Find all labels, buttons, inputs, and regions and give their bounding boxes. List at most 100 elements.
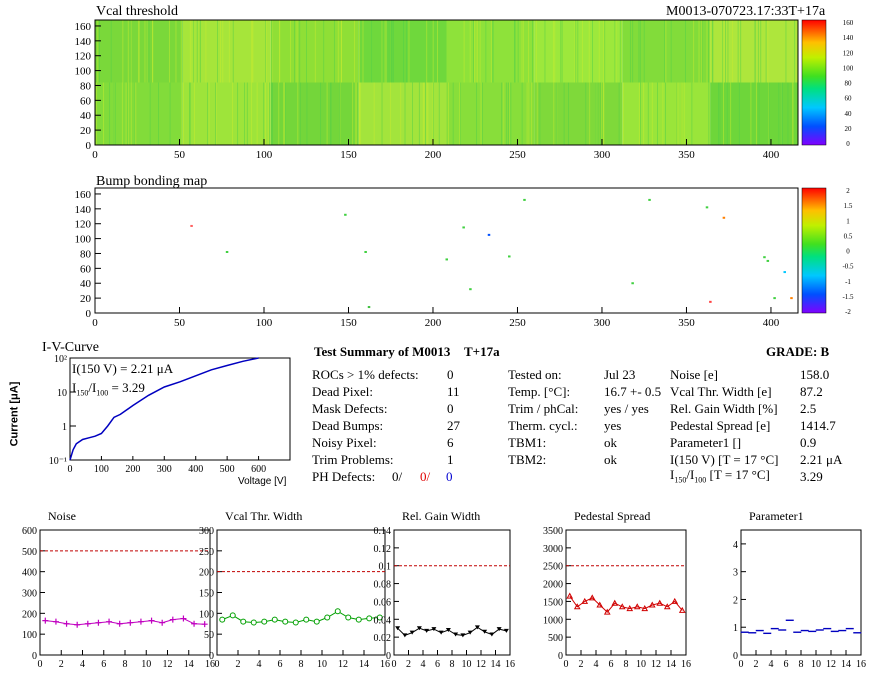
roc-chart-x-tick: 2: [236, 659, 241, 670]
vcal-z-tick-label: 100: [843, 64, 854, 72]
bump-y-tick-label: 100: [75, 234, 92, 246]
bump-y-tick-label: 20: [80, 293, 92, 305]
roc-chart-y-tick: 0: [386, 651, 391, 662]
roc-chart-point: [304, 617, 309, 622]
roc-chart-point: [335, 609, 340, 614]
ph-defects-label: PH Defects:: [312, 469, 375, 485]
bump-z-tick-label: 1.5: [844, 202, 853, 210]
bump-z-tick-label: 0: [846, 248, 850, 256]
vcal-z-tick-label: 80: [845, 80, 853, 88]
roc-chart-title: Vcal Thr. Width: [225, 509, 302, 523]
roc-chart-y-tick: 100: [22, 630, 37, 641]
col3-value-2: 2.5: [800, 401, 816, 417]
iv-y-tick-label: 10: [57, 388, 67, 399]
roc-chart-point: [325, 615, 330, 620]
bump-defect-dot: [631, 282, 634, 284]
roc-chart-x-tick: 8: [799, 659, 804, 670]
bump-x-tick-label: 250: [509, 317, 526, 329]
roc-chart-x-tick: 6: [784, 659, 789, 670]
vcal-title: Vcal threshold: [96, 4, 178, 20]
roc-chart-point: [251, 620, 256, 625]
col3-value-1: 87.2: [800, 384, 823, 400]
roc-chart-y-tick: 1000: [543, 615, 563, 626]
roc-chart-y-tick: 400: [22, 568, 37, 579]
roc-chart-point: [272, 617, 277, 622]
vcal-z-tick-label: 0: [846, 140, 850, 148]
vcal-y-tick-label: 100: [75, 66, 92, 78]
roc-chart-y-tick: 3: [733, 568, 738, 579]
iv-x-tick-label: 500: [220, 464, 235, 475]
roc-chart-y-tick: 2000: [543, 580, 563, 591]
roc-charts-row: Noise 0 100 200 300 400 500 600 0 2 4 6 8 10 12 14 16 Vca…: [0, 500, 896, 672]
iv-x-tick-label: 300: [157, 464, 172, 475]
col2-label-1: Temp. [°C]:: [508, 384, 570, 400]
roc-chart-y-tick: 0.02: [374, 633, 392, 644]
roc-chart-frame: [741, 530, 861, 655]
col2-label-3: Therm. cycl.:: [508, 418, 578, 434]
vcal-x-tick-label: 300: [594, 149, 611, 161]
roc-chart-title: Parameter1: [749, 509, 804, 523]
vcal-x-tick-label: 200: [425, 149, 442, 161]
roc-chart-y-tick: 300: [22, 589, 37, 600]
roc-chart-x-tick: 14: [841, 659, 851, 670]
bump-defect-dot: [226, 251, 229, 253]
vcal-z-tick-label: 60: [845, 95, 853, 103]
roc-chart-x-tick: 12: [476, 659, 486, 670]
vcal-y-tick-label: 20: [80, 125, 92, 137]
vcal-roc-block: [534, 20, 622, 83]
col3-label-5: I(150 V) [T = 17 °C]: [670, 452, 778, 468]
col1-value-5: 1: [447, 452, 454, 468]
col1-label-5: Trim Problems:: [312, 452, 394, 468]
col1-value-3: 27: [447, 418, 460, 434]
iv-x-tick-label: 0: [68, 464, 73, 475]
vcal-roc-block: [183, 83, 271, 146]
vcal-x-tick-label: 100: [256, 149, 273, 161]
roc-chart-y-tick: 150: [199, 589, 214, 600]
summary-title: Test Summary of M0013: [314, 344, 450, 360]
bump-y-tick-label: 60: [80, 263, 92, 275]
vcal-x-tick-label: 50: [174, 149, 186, 161]
roc-chart-x-tick: 12: [651, 659, 661, 670]
bump-defect-dot: [469, 288, 472, 290]
col3-value-5: 2.21 μA: [800, 452, 842, 468]
bump-defect-dot: [368, 306, 371, 308]
roc-chart-x-tick: 10: [811, 659, 821, 670]
roc-chart-title: Noise: [48, 509, 76, 523]
roc-chart-point: [241, 619, 246, 624]
col2-label-2: Trim / phCal:: [508, 401, 578, 417]
roc-chart-y-tick: 1: [733, 623, 738, 634]
bump-defect-dot: [462, 226, 465, 228]
roc-chart-point: [367, 616, 372, 621]
bump-z-tick-label: -1: [845, 278, 851, 286]
roc-chart-point: [283, 619, 288, 624]
iv-x-tick-label: 600: [251, 464, 266, 475]
roc-chart-x-tick: 4: [769, 659, 774, 670]
bump-y-tick-label: 160: [75, 189, 92, 201]
col3-value-4: 0.9: [800, 435, 816, 451]
roc-chart-point: [230, 613, 235, 618]
iv-y-tick-label: 10⁻¹: [49, 456, 67, 467]
roc-chart-x-tick: 0: [739, 659, 744, 670]
col2-label-4: TBM1:: [508, 435, 546, 451]
col2-label-0: Tested on:: [508, 367, 562, 383]
roc-chart-y-tick: 250: [199, 547, 214, 558]
roc-chart-x-tick: 2: [579, 659, 584, 670]
roc-chart-frame: [40, 530, 210, 655]
module-id-label: M0013-070723.17:33T+17a: [666, 4, 825, 20]
vcal-threshold-map: 0 50 100 150 200 250 300 350 400 0 20 40 60 80 100 120…: [0, 0, 896, 170]
roc-chart-frame: [217, 530, 385, 655]
bump-x-tick-label: 300: [594, 317, 611, 329]
bump-bonding-svg: 0 50 100 150 200 250 300 350 400 020406080100120…: [0, 170, 896, 330]
roc-chart-x-tick: 6: [101, 659, 106, 670]
roc-chart-title: Pedestal Spread: [574, 509, 650, 523]
vcal-z-tick-label: 20: [845, 125, 853, 133]
roc-chart-x-tick: 2: [754, 659, 759, 670]
vcal-roc-block: [271, 20, 359, 83]
roc-chart-point: [356, 617, 361, 622]
bump-y-tick-label: 40: [80, 278, 92, 290]
bump-defect-dot: [523, 199, 526, 201]
vcal-x-tick-label: 400: [763, 149, 780, 161]
bump-defect-dot: [508, 255, 511, 257]
roc-chart-x-tick: 8: [299, 659, 304, 670]
bump-z-tick-label: -0.5: [842, 263, 854, 271]
